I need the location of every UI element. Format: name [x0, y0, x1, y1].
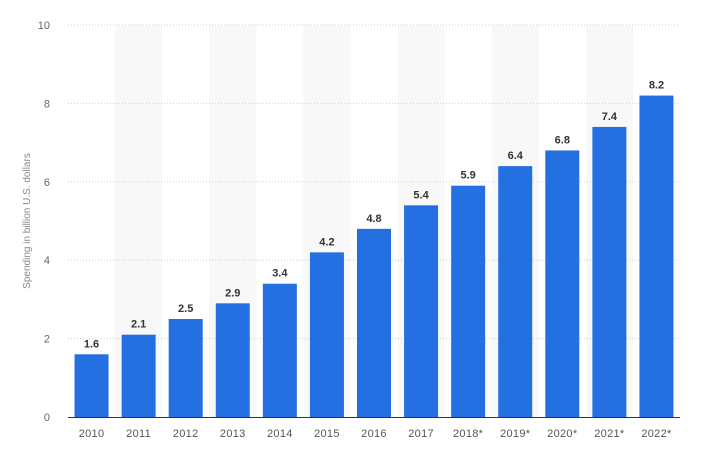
bar-2012	[168, 319, 203, 417]
data-label-2022*: 8.2	[649, 80, 664, 92]
data-label-2015: 4.2	[319, 236, 334, 248]
x-tick-label-2019*: 2019*	[500, 428, 531, 440]
bar-2014	[262, 283, 297, 417]
data-label-2020*: 6.8	[555, 134, 570, 146]
data-label-2013: 2.9	[225, 287, 240, 299]
bar-2011	[121, 334, 156, 417]
x-tick-label-2017: 2017	[408, 428, 434, 440]
x-tick-label-2013: 2013	[220, 428, 246, 440]
y-axis-title: Spending in billion U.S. dollars	[22, 153, 33, 289]
data-label-2019*: 6.4	[508, 150, 524, 162]
x-axis-ticks: 2010 2011 2012 2013 2014 2015 2016 2017 2018* 201…	[79, 428, 672, 440]
bar-2017	[404, 205, 439, 417]
x-tick-label-2020*: 2020*	[547, 428, 578, 440]
x-tick-label-2018*: 2018*	[453, 428, 484, 440]
y-tick-label-8: 8	[44, 98, 50, 110]
data-label-2010: 1.6	[84, 338, 99, 350]
bar-2020*	[545, 150, 580, 417]
data-labels: 1.6 2.1 2.5 2.9 3.4 4.2 4.8 5.4 5.9 6.4 6.8 7.4 8.2	[84, 80, 664, 351]
bar-2018*	[451, 185, 486, 417]
data-label-2016: 4.8	[366, 213, 381, 225]
data-label-2011: 2.1	[131, 319, 146, 331]
bar-2015	[309, 252, 344, 417]
bar-2022*	[639, 95, 674, 417]
bar-2010	[74, 354, 109, 417]
data-label-2012: 2.5	[178, 303, 193, 315]
x-tick-label-2015: 2015	[314, 428, 340, 440]
y-tick-label-0: 0	[44, 412, 50, 424]
bars	[74, 95, 674, 418]
y-tick-label-2: 2	[44, 334, 50, 346]
x-tick-label-2010: 2010	[79, 428, 105, 440]
data-label-2014: 3.4	[272, 268, 288, 280]
x-tick-label-2012: 2012	[173, 428, 199, 440]
x-tick-label-2021*: 2021*	[594, 428, 625, 440]
data-label-2021*: 7.4	[602, 111, 618, 123]
y-tick-label-4: 4	[44, 255, 50, 267]
x-tick-label-2011: 2011	[126, 428, 151, 440]
bar-2019*	[498, 166, 533, 417]
bar-2013	[215, 303, 250, 417]
x-tick-label-2014: 2014	[267, 428, 293, 440]
y-tick-label-6: 6	[44, 177, 50, 189]
x-tick-label-2016: 2016	[361, 428, 387, 440]
y-axis-ticks: 0 2 4 6 8 10	[38, 20, 50, 424]
data-label-2018*: 5.9	[461, 170, 476, 182]
bar-2021*	[592, 126, 627, 418]
x-tick-label-2022*: 2022*	[641, 428, 672, 440]
bar-2016	[357, 228, 391, 417]
y-tick-label-10: 10	[38, 20, 50, 32]
data-label-2017: 5.4	[413, 189, 429, 201]
